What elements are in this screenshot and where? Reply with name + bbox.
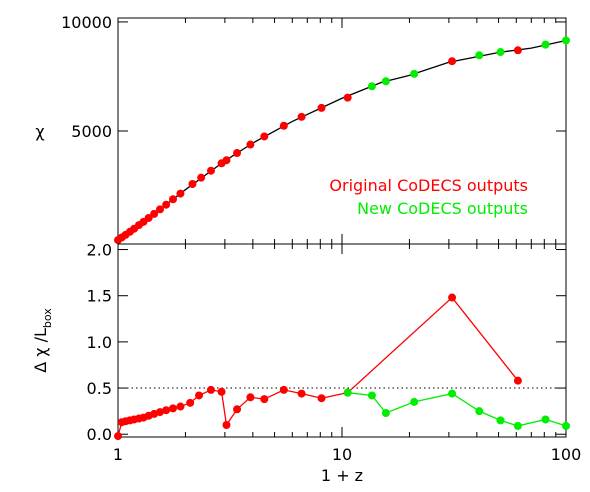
data-point xyxy=(297,389,306,398)
y-tick-label: 10000 xyxy=(61,13,112,32)
data-point xyxy=(156,408,165,417)
data-point xyxy=(162,406,171,415)
data-point xyxy=(222,420,231,429)
data-point xyxy=(233,405,242,414)
x-tick-label: 100 xyxy=(551,445,582,464)
x-tick-label: 10 xyxy=(332,445,352,464)
y-axis-label: χ xyxy=(35,122,44,141)
data-point xyxy=(410,397,419,406)
data-point xyxy=(279,121,288,130)
data-point xyxy=(448,57,457,66)
y-tick-label: 0.5 xyxy=(87,379,112,398)
data-point xyxy=(475,407,484,416)
data-point xyxy=(562,421,570,430)
data-point xyxy=(381,77,390,86)
data-point xyxy=(206,166,215,175)
data-point xyxy=(343,93,352,102)
plot-frame xyxy=(117,243,567,438)
data-point xyxy=(168,404,177,413)
data-point xyxy=(168,195,177,204)
x-tick-label: 1 xyxy=(113,445,123,464)
data-point xyxy=(186,398,195,407)
data-point xyxy=(217,387,226,396)
data-point xyxy=(513,46,522,55)
legend-label: Original CoDECS outputs xyxy=(329,176,528,195)
data-point xyxy=(496,416,505,425)
data-point xyxy=(513,376,522,385)
data-point xyxy=(562,36,570,45)
legend-label: New CoDECS outputs xyxy=(357,199,528,218)
data-point xyxy=(150,209,159,218)
data-point xyxy=(176,189,185,198)
data-point xyxy=(188,180,197,189)
data-point xyxy=(195,391,204,400)
y-tick-label: 5000 xyxy=(71,122,112,141)
data-point xyxy=(206,385,215,394)
y-tick-label: 0.0 xyxy=(87,425,112,444)
data-point xyxy=(475,51,484,60)
data-point xyxy=(343,388,352,397)
x-axis-label: 1 + z xyxy=(321,466,363,485)
y-axis-label: Δ χ /Lbox xyxy=(31,308,54,373)
data-point xyxy=(114,432,122,441)
data-point xyxy=(162,200,171,209)
series-line xyxy=(117,296,519,437)
data-point xyxy=(317,103,326,112)
data-point xyxy=(317,394,326,403)
data-point xyxy=(541,415,550,424)
y-tick-label: 1.5 xyxy=(87,287,112,306)
data-point xyxy=(496,48,505,57)
data-point xyxy=(381,408,390,417)
data-point xyxy=(513,421,522,430)
data-point xyxy=(176,402,185,411)
data-point xyxy=(233,149,242,158)
data-point xyxy=(260,132,269,141)
data-point xyxy=(297,112,306,121)
data-point xyxy=(260,395,269,404)
data-point xyxy=(246,140,255,149)
data-point xyxy=(367,391,376,400)
data-point xyxy=(222,156,231,165)
y-axis-label-main: Δ χ /L xyxy=(31,328,50,373)
data-point xyxy=(448,293,457,302)
data-point xyxy=(367,82,376,91)
data-point xyxy=(410,69,419,78)
y-tick-label: 2.0 xyxy=(87,241,112,260)
data-point xyxy=(246,393,255,402)
data-point xyxy=(144,213,153,222)
y-tick-label: 1.0 xyxy=(87,333,112,352)
data-point xyxy=(541,40,550,49)
data-point xyxy=(448,389,457,398)
y-axis-label-sub: box xyxy=(41,308,54,328)
data-point xyxy=(156,205,165,214)
data-point xyxy=(197,173,206,182)
series-line xyxy=(347,392,567,427)
data-point xyxy=(279,385,288,394)
